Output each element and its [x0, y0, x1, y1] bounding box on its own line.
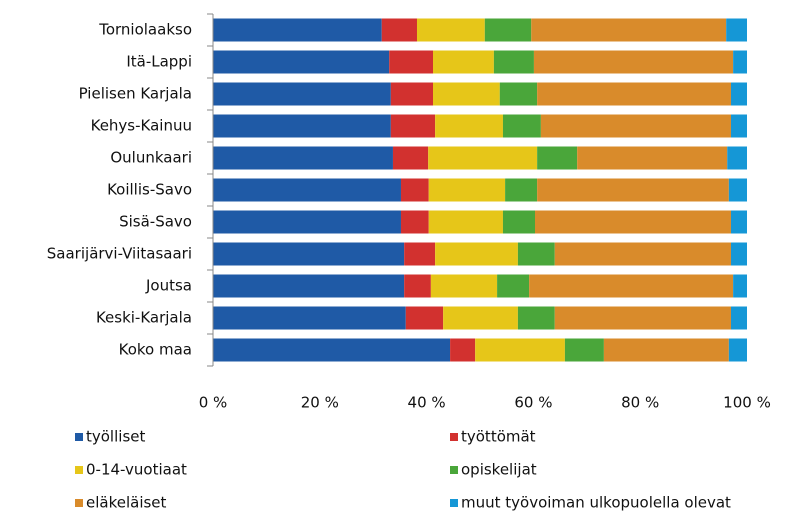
bar-segment [430, 274, 498, 298]
bar-segment [389, 50, 434, 74]
bar-segment [517, 242, 555, 266]
legend-label: työttömät [461, 428, 536, 446]
bar-segment [730, 82, 747, 106]
bar-segment [213, 50, 390, 74]
x-tick-label: 20 % [301, 394, 339, 412]
y-tick-label: Saarijärvi-Viitasaari [47, 245, 192, 263]
bar-segment [554, 242, 731, 266]
x-tick-label: 100 % [723, 394, 771, 412]
bar-segment [213, 210, 401, 234]
bar-segment [213, 338, 451, 362]
bar-segment [400, 178, 429, 202]
bar-segment [502, 210, 536, 234]
y-tick-label: Itä-Lappi [126, 53, 192, 71]
bar-segment [433, 82, 500, 106]
bar-segment [404, 274, 431, 298]
bar-segment [529, 274, 734, 298]
bar-segment [726, 18, 747, 42]
legend-swatch [75, 499, 83, 507]
bar-segment [428, 178, 506, 202]
y-tick-label: Joutsa [145, 277, 192, 295]
bar-segment [537, 82, 731, 106]
y-tick-label: Pielisen Karjala [79, 85, 192, 103]
bar-segment [730, 210, 747, 234]
y-tick-label: Koko maa [119, 341, 192, 359]
bar-segment [537, 146, 578, 170]
bar-segment [554, 306, 731, 330]
bar-segment [517, 306, 555, 330]
legend-label: eläkeläiset [86, 494, 167, 512]
bar-segment [416, 18, 485, 42]
bar-segment [533, 50, 734, 74]
legend-swatch [450, 433, 458, 441]
bar-segment [404, 242, 436, 266]
bar-segment [475, 338, 565, 362]
legend-swatch [450, 499, 458, 507]
legend-swatch [75, 433, 83, 441]
x-tick-label: 60 % [514, 394, 552, 412]
legend-label: opiskelijat [461, 461, 537, 479]
bar-segment [497, 274, 530, 298]
bar-segment [603, 338, 729, 362]
bar-segment [577, 146, 728, 170]
bar-segment [213, 82, 391, 106]
bar-segment [213, 114, 391, 138]
legend-label: työlliset [86, 428, 145, 446]
bar-segment [213, 306, 406, 330]
x-tick-label: 40 % [408, 394, 446, 412]
bar-segment [213, 18, 382, 42]
bar-segment [730, 114, 747, 138]
bar-segment [450, 338, 476, 362]
bar-segment [390, 114, 436, 138]
bar-segment [435, 114, 503, 138]
bar-segment [493, 50, 534, 74]
bar-segment [502, 114, 541, 138]
bar-segment [392, 146, 429, 170]
bar-segment [733, 274, 747, 298]
bar-segment [499, 82, 538, 106]
y-tick-label: Torniolaakso [98, 21, 192, 39]
bar-segment [537, 178, 729, 202]
bar-segment [505, 178, 538, 202]
bar-segment [433, 50, 494, 74]
y-tick-label: Keski-Karjala [96, 309, 192, 327]
bar-segment [435, 242, 518, 266]
y-tick-label: Koillis-Savo [107, 181, 192, 199]
legend-swatch [450, 466, 458, 474]
bar-segment [728, 338, 747, 362]
bar-segment [564, 338, 604, 362]
bar-segment [390, 82, 434, 106]
bar-segment [213, 146, 393, 170]
bar-segment [213, 178, 401, 202]
bar-segment [535, 210, 731, 234]
bar-segment [733, 50, 747, 74]
bar-segment [405, 306, 444, 330]
y-tick-label: Oulunkaari [110, 149, 192, 167]
bar-segment [730, 242, 747, 266]
bar-segment [428, 210, 503, 234]
bar-segment [727, 146, 747, 170]
y-tick-label: Sisä-Savo [119, 213, 192, 231]
bar-segment [400, 210, 429, 234]
bar-segment [484, 18, 532, 42]
bar-segment [730, 306, 747, 330]
bar-segment [213, 274, 405, 298]
bar-segment [381, 18, 417, 42]
legend-swatch [75, 466, 83, 474]
legend-label: muut työvoiman ulkopuolella olevat [461, 494, 731, 512]
bar-segment [213, 242, 405, 266]
x-tick-label: 80 % [621, 394, 659, 412]
bar-segment [428, 146, 538, 170]
bar-segment [728, 178, 747, 202]
x-tick-label: 0 % [199, 394, 228, 412]
bar-segment [540, 114, 731, 138]
bar-segment [531, 18, 727, 42]
y-tick-label: Kehys-Kainuu [91, 117, 192, 135]
bar-segment [443, 306, 518, 330]
legend-label: 0-14-vuotiaat [86, 461, 187, 479]
